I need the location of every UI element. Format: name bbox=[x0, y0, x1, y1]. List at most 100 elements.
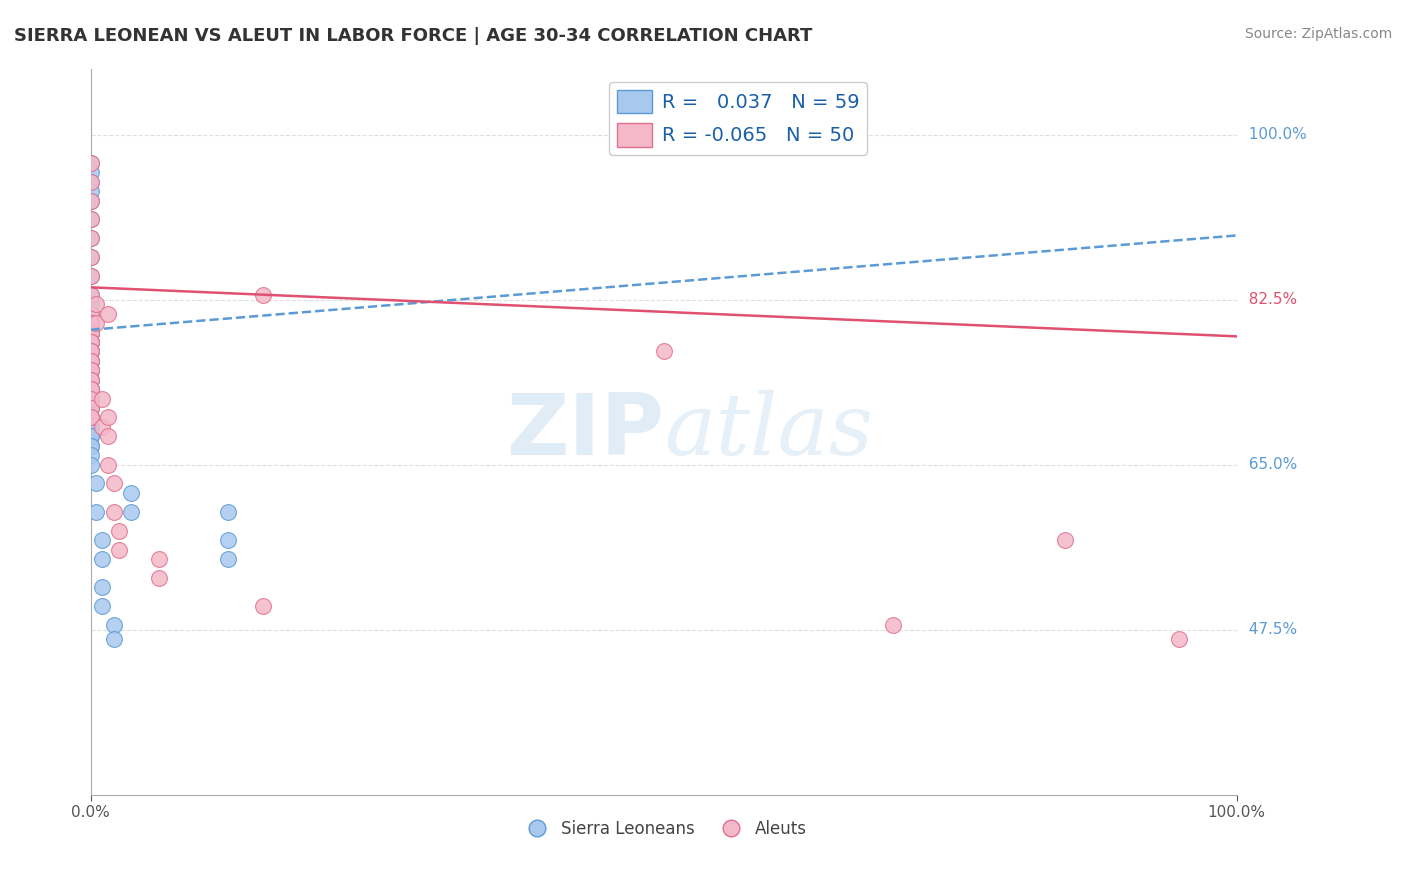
Point bbox=[79, 212, 101, 227]
Point bbox=[91, 580, 114, 594]
Point bbox=[252, 288, 274, 302]
Point bbox=[79, 344, 101, 359]
Text: 47.5%: 47.5% bbox=[1239, 622, 1298, 637]
Point bbox=[79, 382, 101, 396]
Point bbox=[86, 297, 108, 311]
Point bbox=[108, 524, 131, 538]
Point bbox=[79, 268, 101, 283]
Point bbox=[217, 533, 239, 547]
Point bbox=[79, 410, 101, 425]
Text: atlas: atlas bbox=[664, 391, 873, 473]
Point bbox=[148, 571, 170, 585]
Point bbox=[91, 552, 114, 566]
Point bbox=[97, 307, 120, 321]
Point bbox=[217, 505, 239, 519]
Point bbox=[79, 363, 101, 377]
Point bbox=[86, 316, 108, 330]
Text: Source: ZipAtlas.com: Source: ZipAtlas.com bbox=[1244, 27, 1392, 41]
Point bbox=[79, 373, 101, 387]
Point bbox=[79, 354, 101, 368]
Point bbox=[79, 316, 101, 330]
Point bbox=[97, 429, 120, 443]
Point bbox=[79, 344, 101, 359]
Point bbox=[120, 486, 142, 500]
Point bbox=[79, 326, 101, 340]
Point bbox=[91, 533, 114, 547]
Point bbox=[79, 429, 101, 443]
Point bbox=[86, 505, 108, 519]
Point bbox=[882, 618, 904, 632]
Point bbox=[79, 439, 101, 453]
Text: ZIP: ZIP bbox=[506, 390, 664, 473]
Point bbox=[79, 156, 101, 170]
Point bbox=[79, 354, 101, 368]
Point bbox=[91, 420, 114, 434]
Point bbox=[79, 334, 101, 349]
Point bbox=[79, 373, 101, 387]
Point bbox=[217, 552, 239, 566]
Point bbox=[79, 344, 101, 359]
Point bbox=[79, 382, 101, 396]
Text: 82.5%: 82.5% bbox=[1239, 292, 1298, 307]
Point bbox=[79, 354, 101, 368]
Point bbox=[79, 392, 101, 406]
Point bbox=[79, 184, 101, 198]
Point bbox=[79, 382, 101, 396]
Legend: Sierra Leoneans, Aleuts: Sierra Leoneans, Aleuts bbox=[515, 814, 813, 845]
Point bbox=[79, 344, 101, 359]
Point bbox=[79, 458, 101, 472]
Point bbox=[79, 288, 101, 302]
Point bbox=[79, 326, 101, 340]
Point bbox=[79, 334, 101, 349]
Point bbox=[79, 156, 101, 170]
Point bbox=[79, 307, 101, 321]
Point bbox=[79, 175, 101, 189]
Point bbox=[652, 344, 675, 359]
Point bbox=[79, 363, 101, 377]
Point bbox=[79, 250, 101, 264]
Point bbox=[79, 297, 101, 311]
Point bbox=[79, 420, 101, 434]
Point bbox=[79, 231, 101, 245]
Point bbox=[97, 458, 120, 472]
Point bbox=[79, 420, 101, 434]
Point bbox=[79, 334, 101, 349]
Point bbox=[79, 363, 101, 377]
Point bbox=[79, 307, 101, 321]
Point bbox=[103, 632, 125, 646]
Point bbox=[79, 373, 101, 387]
Point bbox=[91, 599, 114, 613]
Point bbox=[79, 326, 101, 340]
Text: 100.0%: 100.0% bbox=[1239, 127, 1306, 142]
Point bbox=[79, 363, 101, 377]
Point bbox=[79, 175, 101, 189]
Point bbox=[79, 288, 101, 302]
Point bbox=[97, 410, 120, 425]
Point bbox=[79, 231, 101, 245]
Point bbox=[79, 354, 101, 368]
Point bbox=[79, 212, 101, 227]
Point bbox=[91, 392, 114, 406]
Point bbox=[79, 373, 101, 387]
Point bbox=[79, 316, 101, 330]
Point bbox=[79, 316, 101, 330]
Text: SIERRA LEONEAN VS ALEUT IN LABOR FORCE | AGE 30-34 CORRELATION CHART: SIERRA LEONEAN VS ALEUT IN LABOR FORCE |… bbox=[14, 27, 813, 45]
Point bbox=[120, 505, 142, 519]
Point bbox=[79, 194, 101, 208]
Point bbox=[79, 326, 101, 340]
Point bbox=[79, 268, 101, 283]
Point bbox=[1168, 632, 1191, 646]
Point bbox=[79, 326, 101, 340]
Point bbox=[1053, 533, 1076, 547]
Point bbox=[103, 505, 125, 519]
Point bbox=[86, 476, 108, 491]
Point bbox=[79, 307, 101, 321]
Point bbox=[108, 542, 131, 557]
Point bbox=[103, 476, 125, 491]
Text: 65.0%: 65.0% bbox=[1239, 457, 1298, 472]
Point bbox=[79, 392, 101, 406]
Point bbox=[79, 410, 101, 425]
Point bbox=[252, 599, 274, 613]
Point bbox=[79, 392, 101, 406]
Point bbox=[79, 382, 101, 396]
